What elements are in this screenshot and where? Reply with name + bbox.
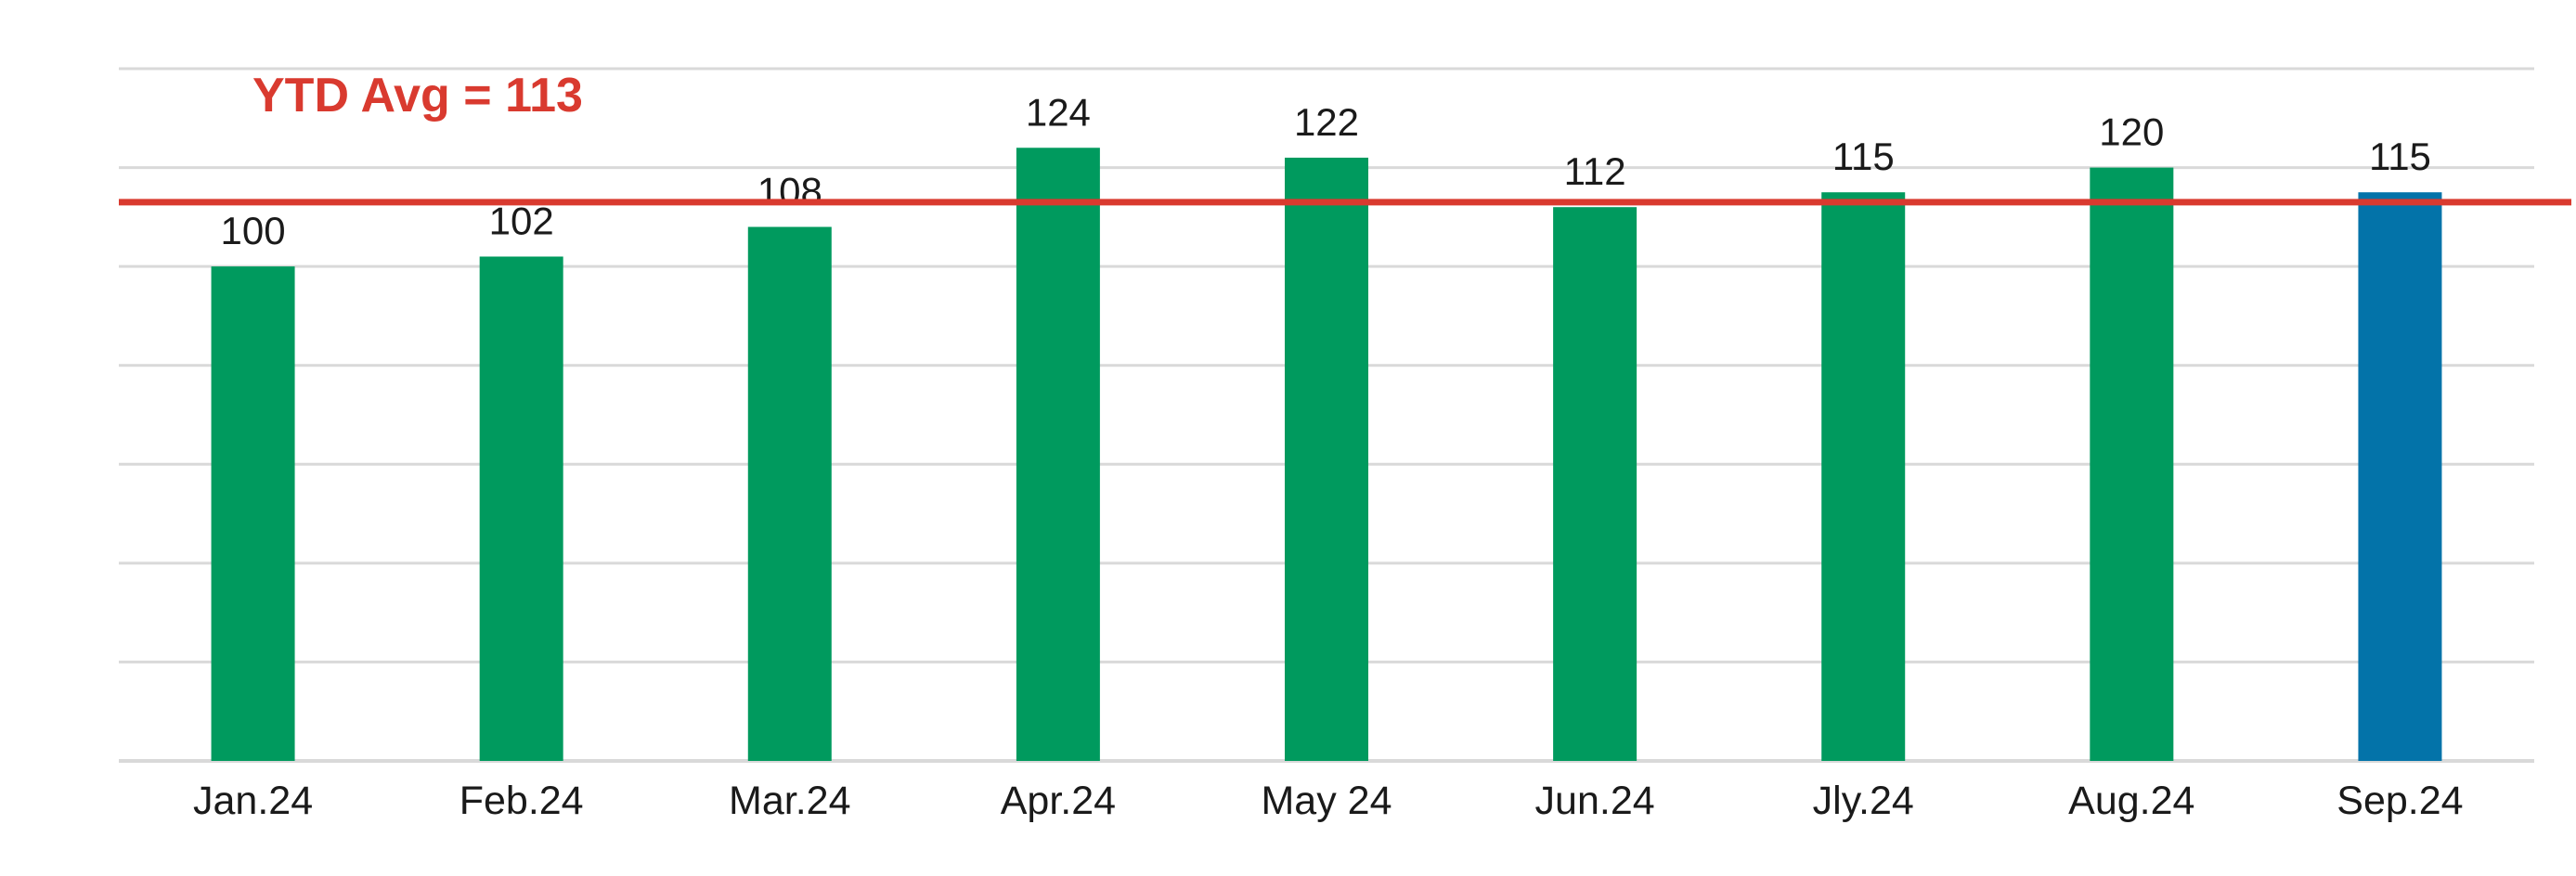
bar [479, 256, 563, 761]
x-tick-label: Feb.24 [460, 779, 584, 823]
bar [211, 266, 295, 762]
x-tick-label: Apr.24 [1001, 779, 1116, 823]
bar [1285, 157, 1368, 761]
data-label: 120 [2099, 110, 2164, 154]
bar [2358, 192, 2442, 761]
x-tick-label: Mar.24 [729, 779, 850, 823]
bars [211, 148, 2442, 762]
data-label: 115 [2369, 135, 2431, 178]
data-label: 108 [757, 170, 822, 213]
data-label: 122 [1294, 100, 1359, 144]
x-tick-label: Aug.24 [2068, 779, 2194, 823]
x-tick-label: Jun.24 [1535, 779, 1655, 823]
data-label: 112 [1564, 149, 1626, 193]
value-labels: 100 102 108 124 122 112 115 120 115 [221, 90, 2431, 252]
bar [1821, 192, 1906, 761]
bar [747, 226, 832, 761]
x-tick-label: Sep.24 [2337, 779, 2463, 823]
bar [1016, 148, 1100, 761]
bar [2090, 167, 2174, 762]
bar [1553, 207, 1638, 761]
x-tick-label: Jly.24 [1813, 779, 1914, 823]
data-label: 100 [221, 209, 286, 252]
data-label: 124 [1026, 90, 1091, 134]
data-label: 115 [1832, 135, 1895, 178]
data-label: 102 [489, 199, 554, 242]
x-tick-label: Jan.24 [193, 779, 313, 823]
ytd-average-label: YTD Avg = 113 [252, 69, 583, 122]
x-tick-label: May 24 [1261, 779, 1392, 823]
x-tick-labels: Jan.24 Feb.24 Mar.24 Apr.24 May 24 Jun.24 Jly.… [193, 779, 2464, 823]
